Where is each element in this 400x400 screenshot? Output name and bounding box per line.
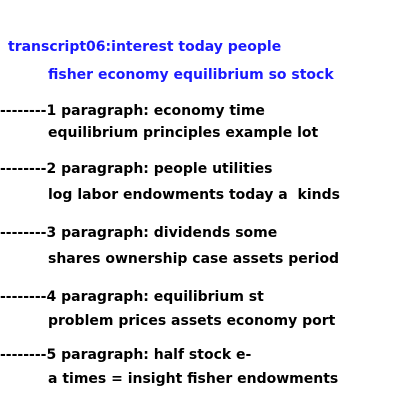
paragraph-2-heading: --------2 paragraph: people utilities bbox=[0, 161, 273, 177]
document-title-line-2: fisher economy equilibrium so stock bbox=[48, 67, 334, 83]
paragraph-5-body: a times = insight fisher endowments bbox=[48, 371, 339, 387]
paragraph-1-body: equilibrium principles example lot bbox=[48, 125, 319, 141]
paragraph-4-body: problem prices assets economy port bbox=[48, 313, 336, 329]
paragraph-1-heading: --------1 paragraph: economy time bbox=[0, 103, 265, 119]
paragraph-5-heading: --------5 paragraph: half stock e- bbox=[0, 347, 252, 363]
document-title-line-1: transcript06:interest today people bbox=[8, 39, 282, 55]
paragraph-3-heading: --------3 paragraph: dividends some bbox=[0, 225, 278, 241]
paragraph-2-body: log labor endowments today a kinds bbox=[48, 187, 340, 203]
paragraph-4-heading: --------4 paragraph: equilibrium st bbox=[0, 289, 264, 305]
paragraph-3-body: shares ownership case assets period bbox=[48, 251, 340, 267]
